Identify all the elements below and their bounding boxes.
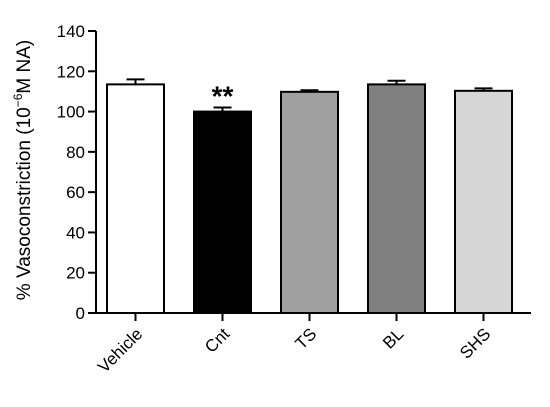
x-axis-ticks: Vehicle Cnt TS BL SHS	[94, 313, 494, 377]
y-tick-label: 40	[66, 223, 85, 242]
y-tick-label: 140	[57, 22, 85, 41]
x-tick-label: TS	[292, 324, 321, 353]
bar-bl	[367, 83, 426, 314]
x-tick-label: SHS	[456, 324, 494, 362]
y-tick-label: 20	[66, 264, 85, 283]
bar-ts	[280, 90, 339, 314]
bar-cnt	[193, 110, 252, 314]
bar-shs	[454, 89, 513, 315]
y-tick-label: 60	[66, 183, 85, 202]
y-tick-label: 100	[57, 103, 85, 122]
bar-vehicle	[106, 83, 165, 314]
y-axis-label-prefix: % Vasoconstriction (10	[14, 107, 35, 300]
x-tick-label: BL	[379, 324, 407, 352]
y-axis-ticks: 0 20 40 60 80 100 120 140	[57, 22, 96, 323]
y-axis-label: % Vasoconstriction (10−6M NA)	[11, 40, 35, 300]
bars: **	[106, 78, 513, 315]
y-axis-label-suffix: M NA)	[14, 40, 35, 94]
y-tick-label: 0	[76, 304, 85, 323]
x-tick-label: Vehicle	[94, 324, 146, 376]
significance-annotation: **	[212, 81, 234, 112]
y-tick-label: 80	[66, 143, 85, 162]
y-axis-label-exponent: −6	[11, 93, 25, 107]
x-tick-label: Cnt	[201, 324, 233, 356]
y-tick-label: 120	[57, 62, 85, 81]
